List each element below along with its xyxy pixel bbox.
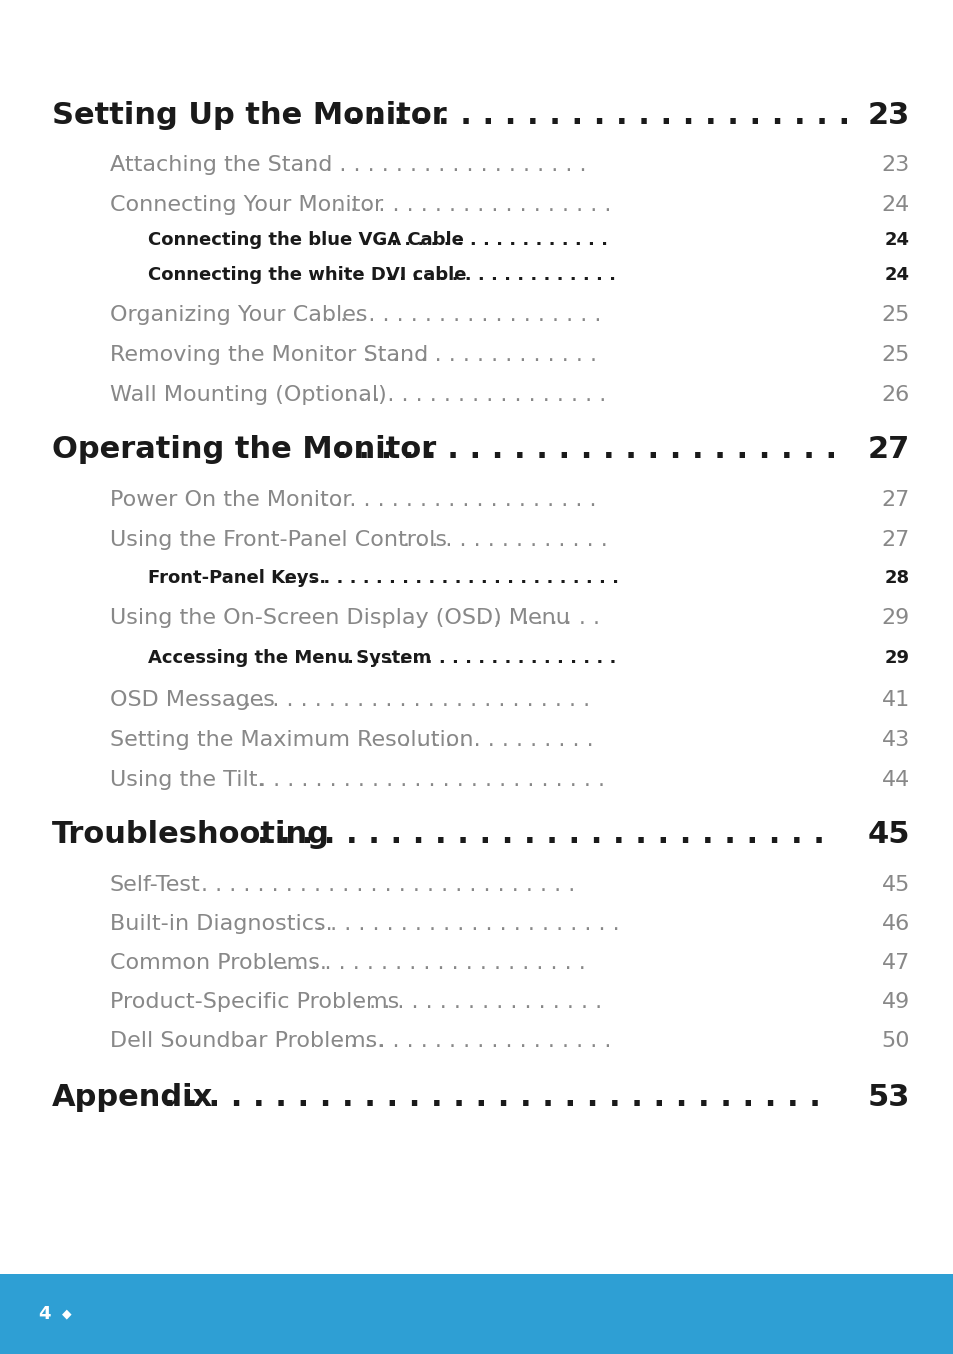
Text: Connecting the white DVI cable  . . . . . . . . . . . . . . . . . .: Connecting the white DVI cable . . . . .… bbox=[148, 265, 708, 284]
Text: 23: 23 bbox=[881, 154, 909, 175]
Text: 26: 26 bbox=[881, 385, 909, 405]
Text: Using the Front-Panel Controls  . . . . . . . . . . . . . . .: Using the Front-Panel Controls . . . . .… bbox=[110, 529, 665, 550]
Text: 4: 4 bbox=[38, 1305, 51, 1323]
Text: Dell Soundbar Problems.: Dell Soundbar Problems. bbox=[110, 1030, 384, 1051]
Text: Using the Front-Panel Controls: Using the Front-Panel Controls bbox=[110, 529, 447, 550]
Text: 41: 41 bbox=[881, 691, 909, 709]
Text: Using the On-Screen Display (OSD) Menu . . . . . . . . .: Using the On-Screen Display (OSD) Menu .… bbox=[110, 608, 697, 628]
Text: Self-Test: Self-Test bbox=[110, 875, 200, 895]
Bar bbox=[0, 1274, 953, 1354]
Text: ◆: ◆ bbox=[62, 1308, 71, 1320]
Text: Built-in Diagnostics.: Built-in Diagnostics. bbox=[110, 914, 333, 934]
Text: . . . . . . . . . . . . . . . . . . . . . . . . . .: . . . . . . . . . . . . . . . . . . . . … bbox=[230, 691, 590, 709]
Text: 29: 29 bbox=[884, 649, 909, 668]
Text: Setting the Maximum Resolution: Setting the Maximum Resolution bbox=[110, 730, 473, 750]
Text: 25: 25 bbox=[881, 305, 909, 325]
Text: Using the Tilt. . . . . . . . . . . . . . . . . . . . . . . . . .: Using the Tilt. . . . . . . . . . . . . … bbox=[110, 770, 617, 789]
Text: 27: 27 bbox=[867, 436, 909, 464]
Text: . . . . . . . . . . . . . . . . . . . . .: . . . . . . . . . . . . . . . . . . . . … bbox=[307, 490, 596, 510]
Text: Common Problems.: Common Problems. bbox=[110, 953, 327, 974]
Text: Accessing the Menu System . . . . . . . . . . . . . . . . . . . . .: Accessing the Menu System . . . . . . . … bbox=[148, 649, 706, 668]
Text: Product-Specific Problems: Product-Specific Problems bbox=[110, 992, 399, 1011]
Text: 29: 29 bbox=[881, 608, 909, 628]
Text: Troubleshooting: Troubleshooting bbox=[52, 821, 330, 849]
Text: Operating the Monitor. . . . . . . . . . . . . . . . . . . . . . .: Operating the Monitor. . . . . . . . . .… bbox=[52, 436, 932, 464]
Text: Connecting Your Monitor . . . . . . . . . . . . . . . . . . . .: Connecting Your Monitor . . . . . . . . … bbox=[110, 195, 665, 215]
Text: Built-in Diagnostics. . . . . . . . . . . . . . . . . . . . . . .: Built-in Diagnostics. . . . . . . . . . … bbox=[110, 914, 642, 934]
Text: Using the Tilt.: Using the Tilt. bbox=[110, 770, 264, 789]
Text: Attaching the Stand: Attaching the Stand bbox=[110, 154, 332, 175]
Text: . . . . . . . . . . . . . . . . . . . . . . .: . . . . . . . . . . . . . . . . . . . . … bbox=[349, 100, 849, 130]
Text: 23: 23 bbox=[867, 100, 909, 130]
Text: Appendix: Appendix bbox=[52, 1083, 213, 1113]
Text: Wall Mounting (Optional): Wall Mounting (Optional) bbox=[110, 385, 386, 405]
Text: Dell Soundbar Problems. . . . . . . . . . . . . . . . . . . . .: Dell Soundbar Problems. . . . . . . . . … bbox=[110, 1030, 666, 1051]
Text: . . . . . . . . . . . . . . . . . . . . . . .: . . . . . . . . . . . . . . . . . . . . … bbox=[335, 436, 836, 464]
Text: Removing the Monitor Stand  . . . . . . . . . . . . . . . . .: Removing the Monitor Stand . . . . . . .… bbox=[110, 345, 675, 366]
Text: . . . . . . . . . . . . . . . . . . . . . . . . . .: . . . . . . . . . . . . . . . . . . . . … bbox=[284, 569, 618, 588]
Text: OSD Messages: OSD Messages bbox=[110, 691, 274, 709]
Text: . . . . . . . . . . . . . .: . . . . . . . . . . . . . . bbox=[402, 730, 593, 750]
Text: 24: 24 bbox=[884, 265, 909, 284]
Text: . . . . . . . . .: . . . . . . . . . bbox=[479, 608, 599, 628]
Text: 27: 27 bbox=[881, 490, 909, 510]
Text: 43: 43 bbox=[881, 730, 909, 750]
Text: . . . . . . . . . . . . . . . . .: . . . . . . . . . . . . . . . . . bbox=[364, 345, 597, 366]
Text: . . . . . . . . . . . . . . . . . . . . . .: . . . . . . . . . . . . . . . . . . . . … bbox=[316, 914, 619, 934]
Text: Troubleshooting . . . . . . . . . . . . . . . . . . . . . . . . . .: Troubleshooting . . . . . . . . . . . . … bbox=[52, 821, 907, 849]
Text: Operating the Monitor: Operating the Monitor bbox=[52, 436, 436, 464]
Text: . . . . . . . . . . . . . . . . . .: . . . . . . . . . . . . . . . . . . bbox=[377, 232, 607, 249]
Text: 27: 27 bbox=[881, 529, 909, 550]
Text: Front-Panel Keys.: Front-Panel Keys. bbox=[148, 569, 326, 588]
Text: 28: 28 bbox=[884, 569, 909, 588]
Text: . . . . . . . . . . . . . . . . . . . .: . . . . . . . . . . . . . . . . . . . . bbox=[335, 195, 610, 215]
Text: . . . . . . . . . . . . . . . . . . . .: . . . . . . . . . . . . . . . . . . . . bbox=[326, 305, 600, 325]
Text: . . . . . . . . . . . . . . . . . . . . . . .: . . . . . . . . . . . . . . . . . . . . … bbox=[268, 953, 585, 974]
Text: Wall Mounting (Optional) . . . . . . . . . . . . . . . . . . .: Wall Mounting (Optional) . . . . . . . .… bbox=[110, 385, 655, 405]
Text: 44: 44 bbox=[881, 770, 909, 789]
Text: . . . . . . . . . . . . . . . . . .: . . . . . . . . . . . . . . . . . . bbox=[355, 992, 601, 1011]
Text: . . . . . . . . . . . . . . . . . . . . . . . . .: . . . . . . . . . . . . . . . . . . . . … bbox=[258, 770, 604, 789]
Text: . . . . . . . . . . . . . . . . . . . . . . . . . .: . . . . . . . . . . . . . . . . . . . . … bbox=[256, 821, 823, 849]
Text: 24: 24 bbox=[884, 232, 909, 249]
Text: Appendix . . . . . . . . . . . . . . . . . . . . . . . . . . . . . .: Appendix . . . . . . . . . . . . . . . .… bbox=[52, 1083, 880, 1113]
Text: 45: 45 bbox=[881, 875, 909, 895]
Text: Attaching the Stand . . . . . . . . . . . . . . . . . . . . .: Attaching the Stand . . . . . . . . . . … bbox=[110, 154, 628, 175]
Text: 53: 53 bbox=[866, 1083, 909, 1113]
Text: 25: 25 bbox=[881, 345, 909, 366]
Text: Connecting the blue VGA Cable  . . . . . . . . . . . . . . . . . .: Connecting the blue VGA Cable . . . . . … bbox=[148, 232, 705, 249]
Text: Connecting the white DVI cable: Connecting the white DVI cable bbox=[148, 265, 466, 284]
Text: . . . . . . . . . . . . . . . . . . .: . . . . . . . . . . . . . . . . . . . bbox=[345, 385, 606, 405]
Text: Power On the Monitor: Power On the Monitor bbox=[110, 490, 352, 510]
Text: Accessing the Menu System: Accessing the Menu System bbox=[148, 649, 431, 668]
Text: 46: 46 bbox=[881, 914, 909, 934]
Text: . . . . . . . . . . . . . . . . . . . .: . . . . . . . . . . . . . . . . . . . . bbox=[335, 1030, 610, 1051]
Text: Front-Panel Keys.. . . . . . . . . . . . . . . . . . . . . . . . . .: Front-Panel Keys.. . . . . . . . . . . .… bbox=[148, 569, 660, 588]
Text: 49: 49 bbox=[881, 992, 909, 1011]
Text: . . . . . . . . . . . . . . . . . . . . .: . . . . . . . . . . . . . . . . . . . . … bbox=[347, 649, 616, 668]
Text: 24: 24 bbox=[881, 195, 909, 215]
Text: . . . . . . . . . . . . . . . . . . . . . . . . . . . . . .: . . . . . . . . . . . . . . . . . . . . … bbox=[164, 1083, 821, 1113]
Text: 50: 50 bbox=[881, 1030, 909, 1051]
Text: Setting Up the Monitor. . . . . . . . . . . . . . . . . . . . . . .: Setting Up the Monitor. . . . . . . . . … bbox=[52, 100, 943, 130]
Text: Removing the Monitor Stand: Removing the Monitor Stand bbox=[110, 345, 428, 366]
Text: Power On the Monitor . . . . . . . . . . . . . . . . . . . . .: Power On the Monitor . . . . . . . . . .… bbox=[110, 490, 648, 510]
Text: Setting the Maximum Resolution  . . . . . . . . . . . . . .: Setting the Maximum Resolution . . . . .… bbox=[110, 730, 678, 750]
Text: Product-Specific Problems . . . . . . . . . . . . . . . . . .: Product-Specific Problems . . . . . . . … bbox=[110, 992, 653, 1011]
Text: 47: 47 bbox=[881, 953, 909, 974]
Text: . . . . . . . . . . . . . . . . . . . . . . . . . . .: . . . . . . . . . . . . . . . . . . . . … bbox=[201, 875, 575, 895]
Text: OSD Messages. . . . . . . . . . . . . . . . . . . . . . . . . .: OSD Messages. . . . . . . . . . . . . . … bbox=[110, 691, 635, 709]
Text: Organizing Your Cables: Organizing Your Cables bbox=[110, 305, 367, 325]
Text: Organizing Your Cables . . . . . . . . . . . . . . . . . . . .: Organizing Your Cables . . . . . . . . .… bbox=[110, 305, 649, 325]
Text: . . . . . . . . . . . . . . . . . . . . .: . . . . . . . . . . . . . . . . . . . . … bbox=[297, 154, 586, 175]
Text: Using the On-Screen Display (OSD) Menu: Using the On-Screen Display (OSD) Menu bbox=[110, 608, 569, 628]
Text: . . . . . . . . . . . . . . . . . .: . . . . . . . . . . . . . . . . . . bbox=[386, 265, 616, 284]
Text: 45: 45 bbox=[866, 821, 909, 849]
Text: Setting Up the Monitor: Setting Up the Monitor bbox=[52, 100, 446, 130]
Text: . . . . . . . . . . . . . . .: . . . . . . . . . . . . . . . bbox=[402, 529, 607, 550]
Text: Common Problems. . . . . . . . . . . . . . . . . . . . . . . .: Common Problems. . . . . . . . . . . . .… bbox=[110, 953, 651, 974]
Text: Connecting the blue VGA Cable: Connecting the blue VGA Cable bbox=[148, 232, 463, 249]
Text: Connecting Your Monitor: Connecting Your Monitor bbox=[110, 195, 383, 215]
Text: Self-Test  . . . . . . . . . . . . . . . . . . . . . . . . . . .: Self-Test . . . . . . . . . . . . . . . … bbox=[110, 875, 589, 895]
